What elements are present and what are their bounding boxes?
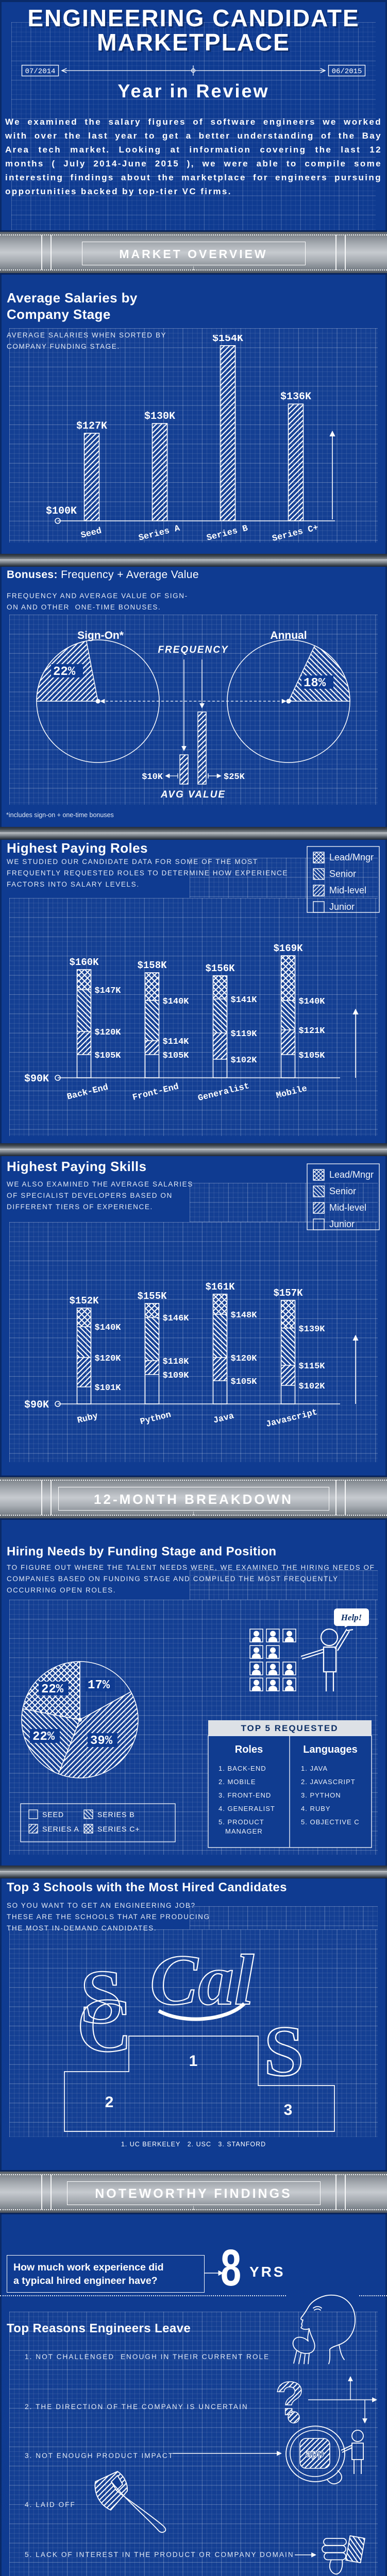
svg-text:Series C+: Series C+ <box>271 523 319 544</box>
svg-text:$169K: $169K <box>273 943 303 954</box>
svg-text:$127K: $127K <box>76 420 107 432</box>
svg-text:1: 1 <box>189 2053 198 2070</box>
svg-text:5. OBJECTIVE C: 5. OBJECTIVE C <box>301 1818 360 1826</box>
svg-text:$147K: $147K <box>95 986 122 996</box>
svg-text:Front-End: Front-End <box>131 1082 180 1103</box>
svg-text:SERIES A: SERIES A <box>42 1825 79 1833</box>
svg-text:$105K: $105K <box>299 1051 326 1061</box>
svg-text:Series B: Series B <box>206 524 249 544</box>
svg-text:Mid-level: Mid-level <box>329 885 366 895</box>
svg-text:S: S <box>264 2011 304 2091</box>
svg-text:$157K: $157K <box>273 1287 303 1299</box>
svg-text:Languages: Languages <box>303 1744 358 1755</box>
svg-text:2. JAVASCRIPT: 2. JAVASCRIPT <box>301 1778 356 1786</box>
svg-text:app: app <box>306 2448 324 2460</box>
svg-text:$130K: $130K <box>144 411 175 422</box>
svg-text:SEED: SEED <box>42 1810 64 1819</box>
svg-text:$140K: $140K <box>299 997 326 1007</box>
svg-text:$105K: $105K <box>231 1377 258 1387</box>
svg-text:07/2014: 07/2014 <box>25 67 56 76</box>
svg-text:$101K: $101K <box>95 1383 122 1393</box>
svg-text:Help!: Help! <box>341 1613 362 1622</box>
svg-text:$154K: $154K <box>212 335 243 345</box>
svg-text:$155K: $155K <box>137 1291 167 1302</box>
svg-text:$120K: $120K <box>231 1354 258 1364</box>
svg-text:5. PRODUCT: 5. PRODUCT <box>218 1818 264 1826</box>
svg-text:Ruby: Ruby <box>76 1411 99 1426</box>
svg-text:Generalist: Generalist <box>197 1081 250 1104</box>
svg-text:Javascript: Javascript <box>265 1408 318 1430</box>
svg-text:$140K: $140K <box>163 997 190 1007</box>
svg-text:$119K: $119K <box>231 1029 258 1039</box>
svg-text:AVG VALUE: AVG VALUE <box>160 789 226 800</box>
svg-text:3. PYTHON: 3. PYTHON <box>301 1791 341 1799</box>
svg-text:2: 2 <box>105 2094 114 2111</box>
svg-text:$120K: $120K <box>95 1354 122 1364</box>
svg-text:$118K: $118K <box>163 1357 190 1367</box>
svg-text:3. FRONT-END: 3. FRONT-END <box>218 1791 271 1799</box>
svg-text:Mid-level: Mid-level <box>329 1202 366 1213</box>
svg-text:22%: 22% <box>41 1683 64 1697</box>
svg-text:4. GENERALIST: 4. GENERALIST <box>218 1805 275 1812</box>
svg-text:Junior: Junior <box>329 902 355 912</box>
svg-text:$152K: $152K <box>69 1295 99 1307</box>
svg-text:$102K: $102K <box>299 1382 326 1392</box>
svg-text:$102K: $102K <box>231 1056 258 1065</box>
svg-text:$10K: $10K <box>142 772 163 782</box>
svg-text:22%: 22% <box>32 1730 55 1744</box>
svg-text:$148K: $148K <box>231 1311 258 1320</box>
svg-text:$90K: $90K <box>24 1399 49 1411</box>
svg-text:$121K: $121K <box>299 1026 326 1036</box>
svg-text:Roles: Roles <box>235 1744 263 1755</box>
svg-text:06/2015: 06/2015 <box>332 67 362 76</box>
svg-text:$109K: $109K <box>163 1371 190 1381</box>
svg-text:18%: 18% <box>304 676 326 690</box>
svg-text:1. BACK-END: 1. BACK-END <box>218 1765 266 1772</box>
svg-text:3: 3 <box>284 2102 293 2119</box>
svg-text:Lead/Mngr: Lead/Mngr <box>329 1170 374 1180</box>
svg-text:S: S <box>80 1954 123 2040</box>
svg-text:$161K: $161K <box>205 1281 235 1293</box>
svg-text:39%: 39% <box>90 1734 113 1748</box>
svg-text:$114K: $114K <box>163 1037 190 1047</box>
svg-text:2. MOBILE: 2. MOBILE <box>218 1778 256 1786</box>
svg-text:MANAGER: MANAGER <box>225 1827 263 1835</box>
svg-text:$120K: $120K <box>95 1028 122 1038</box>
svg-text:Python: Python <box>139 1410 172 1427</box>
svg-text:$139K: $139K <box>299 1325 326 1334</box>
svg-text:$146K: $146K <box>163 1314 190 1324</box>
svg-text:Series A: Series A <box>138 523 181 543</box>
svg-text:$115K: $115K <box>299 1362 326 1371</box>
svg-text:Seed: Seed <box>80 526 103 540</box>
svg-text:Mobile: Mobile <box>275 1084 308 1101</box>
svg-text:4. RUBY: 4. RUBY <box>301 1805 331 1812</box>
svg-text:Junior: Junior <box>329 1219 355 1229</box>
svg-text:$156K: $156K <box>205 963 235 974</box>
svg-text:C: C <box>77 1982 132 2068</box>
svg-text:Lead/Mngr: Lead/Mngr <box>329 852 374 862</box>
svg-text:$100K: $100K <box>46 505 77 517</box>
svg-text:$105K: $105K <box>163 1051 190 1061</box>
svg-text:22%: 22% <box>53 665 76 679</box>
svg-text:FREQUENCY: FREQUENCY <box>158 645 229 655</box>
svg-text:$105K: $105K <box>95 1051 122 1061</box>
svg-text:$160K: $160K <box>69 957 99 968</box>
svg-text:$90K: $90K <box>24 1073 49 1085</box>
svg-text:Senior: Senior <box>329 869 356 879</box>
svg-text:$25K: $25K <box>224 772 245 782</box>
svg-text:Java: Java <box>212 1411 235 1426</box>
svg-text:Senior: Senior <box>329 1186 356 1196</box>
svg-text:Back-End: Back-End <box>66 1083 109 1103</box>
svg-text:SERIES C+: SERIES C+ <box>97 1825 140 1833</box>
svg-text:$140K: $140K <box>95 1323 122 1333</box>
svg-text:$158K: $158K <box>137 960 167 971</box>
svg-text:TOP 5 REQUESTED: TOP 5 REQUESTED <box>241 1723 338 1733</box>
svg-text:$141K: $141K <box>231 995 258 1005</box>
svg-text:1. JAVA: 1. JAVA <box>301 1765 328 1772</box>
svg-text:17%: 17% <box>88 1679 110 1692</box>
svg-text:SERIES B: SERIES B <box>97 1810 135 1819</box>
svg-text:$136K: $136K <box>280 391 311 403</box>
